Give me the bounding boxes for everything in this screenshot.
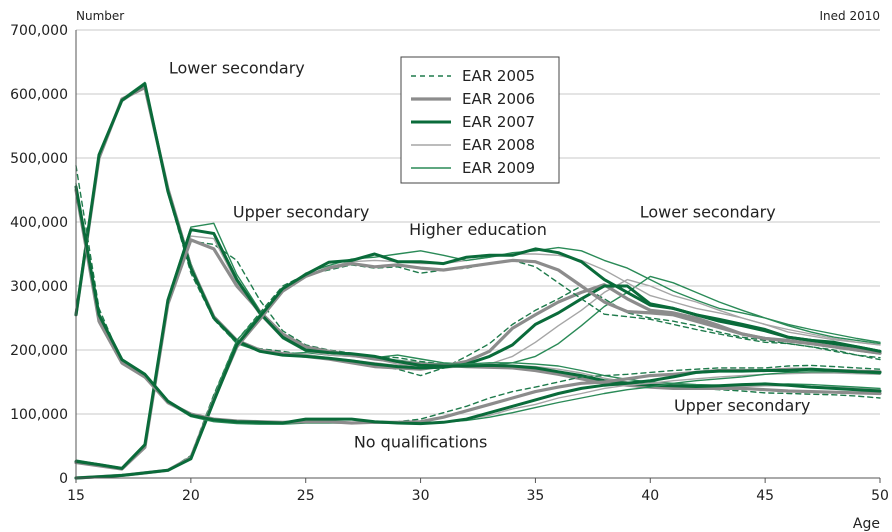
x-tick-label: 20 (182, 488, 200, 504)
y-tick-label: 600,000 (10, 87, 68, 103)
series-line (74, 247, 882, 480)
x-tick-label: 25 (297, 488, 315, 504)
x-tick-label: 15 (67, 488, 85, 504)
group-annotation: Lower secondary (640, 203, 776, 222)
group-annotation: Lower secondary (169, 59, 305, 78)
y-tick-label: 500,000 (10, 151, 68, 167)
y-tick-label: 700,000 (10, 23, 68, 39)
series-layer (74, 81, 882, 480)
x-tick-label: 30 (412, 488, 430, 504)
series-group (74, 164, 882, 426)
x-tick-label: 35 (527, 488, 545, 504)
group-annotation: Higher education (409, 220, 547, 239)
x-tick-label: 50 (871, 488, 889, 504)
x-axis-title: Age (853, 516, 880, 532)
y-axis-title: Number (76, 9, 124, 23)
x-tick-label: 45 (756, 488, 774, 504)
series-group (74, 246, 882, 480)
legend-label: EAR 2007 (462, 113, 535, 131)
annotation-layer: Lower secondary Upper secondary Higher edu… (169, 59, 811, 452)
legend-box (400, 56, 560, 184)
y-tick-label: 200,000 (10, 343, 68, 359)
series-line (75, 222, 881, 469)
series-line (75, 182, 881, 425)
y-tick-label: 400,000 (10, 215, 68, 231)
legend: EAR 2005 EAR 2006 EAR 2007 EAR 2008 EAR 2009 (400, 56, 560, 184)
y-tick-label: 300,000 (10, 279, 68, 295)
group-annotation: Upper secondary (233, 203, 369, 222)
group-annotation: No qualifications (354, 432, 488, 451)
series-line (74, 185, 882, 426)
x-tick-label: 40 (641, 488, 659, 504)
legend-label: EAR 2006 (462, 90, 535, 108)
series-group (74, 222, 882, 471)
legend-label: EAR 2009 (462, 159, 535, 177)
legend-label: EAR 2005 (462, 67, 535, 85)
y-tick-label: 0 (59, 471, 68, 487)
axes-layer: 0 100,000 200,000 300,000 400,000 500,000 600,… (10, 23, 889, 504)
group-annotation: Upper secondary (674, 396, 810, 415)
y-tick-label: 100,000 (10, 407, 68, 423)
legend-label: EAR 2008 (462, 136, 535, 154)
series-line (74, 228, 882, 470)
source-label: Ined 2010 (820, 9, 881, 23)
